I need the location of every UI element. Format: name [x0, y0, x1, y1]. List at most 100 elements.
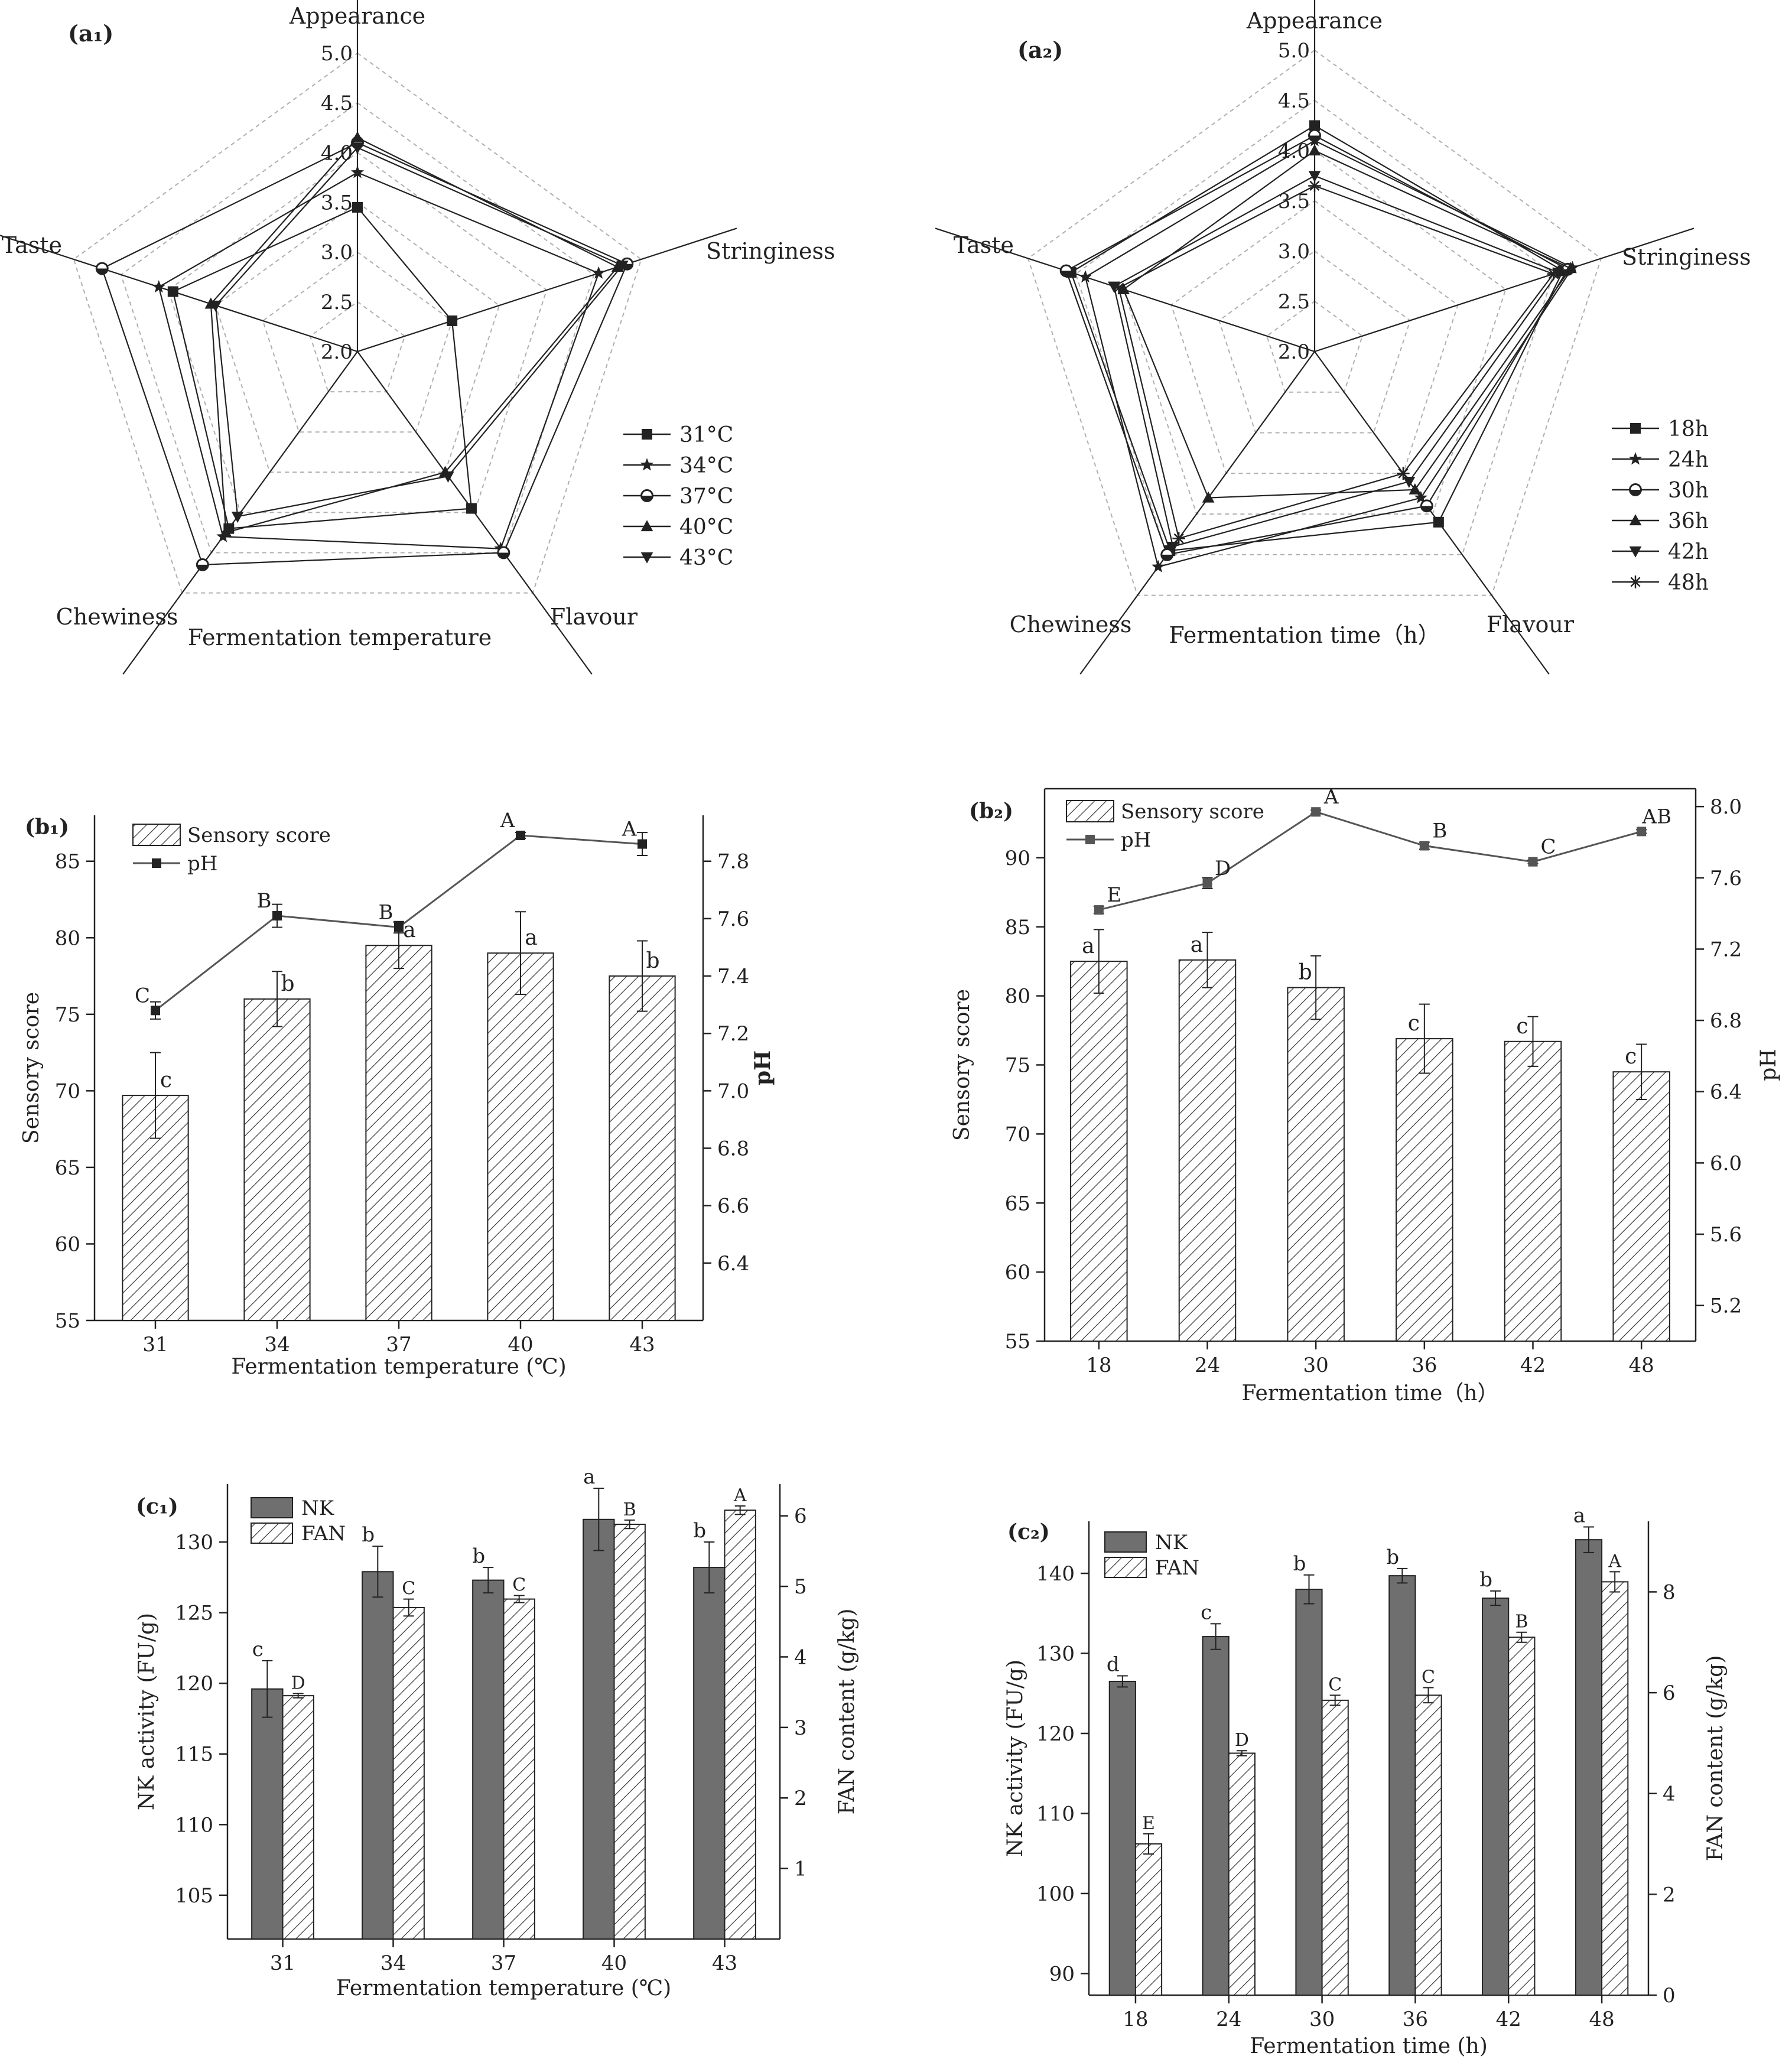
- a1-point-31°C-Flavour: [466, 503, 477, 514]
- a2-series-42h-outline: [1113, 175, 1560, 548]
- a1-point-31°C-Stringiness-shape: [447, 315, 458, 326]
- b2-bar-sensory-24: [1178, 959, 1237, 1342]
- b1-ph-point-31: [151, 1006, 160, 1016]
- a1-legend-marker-31°C-shape: [642, 429, 652, 440]
- b1-left-tick-label: 70: [55, 1079, 80, 1103]
- b2-ph-point-18-shape: [1094, 905, 1104, 915]
- bar-line-panel-b1: 55 60 65 70 75 80 85 6.4 6.6 6.8 7.0 7.2 7.4 7.6 7.8 31…: [19, 809, 775, 1379]
- c1-fan-letter-40: B: [623, 1499, 636, 1520]
- a1-point-34°C-Appearance: [350, 165, 365, 178]
- c1-legend-swatch-fan: [251, 1523, 293, 1544]
- b1-ph-point-34: [272, 911, 282, 921]
- a2-point-30h-Chewiness-half: [1161, 554, 1173, 561]
- b2-ph-letter-24: D: [1215, 857, 1231, 880]
- a1-point-34°C-Taste: [152, 280, 165, 293]
- c2-fan-letter-48: A: [1608, 1551, 1621, 1572]
- b1-bar-sensory-40: [487, 952, 554, 1321]
- a2-point-30h-Appearance: [1308, 129, 1321, 142]
- a2-point-42h-Chewiness: [1166, 541, 1179, 553]
- a2-point-30h-Flavour-half: [1421, 506, 1433, 512]
- a2-point-48h-Chewiness-stroke: [1173, 533, 1184, 544]
- a2-radial-tick: 2.0: [1278, 340, 1310, 364]
- c2-legend-label-fan: FAN: [1155, 1556, 1199, 1580]
- c1-fan-letter-31: D: [291, 1673, 305, 1694]
- a2-legend-marker-42h: [1629, 546, 1642, 558]
- a2-legend-marker-24h-shape: [1628, 452, 1643, 465]
- a1-point-37°C-Flavour: [497, 546, 510, 559]
- b2-bar-letter-48: c: [1625, 1045, 1637, 1069]
- a2-point-36h-Chewiness-shape: [1202, 491, 1215, 503]
- a1-legend-marker-34°C-shape: [640, 458, 654, 471]
- a2-legend-marker-48h: [1629, 575, 1642, 588]
- a1-series-43°C-outline: [214, 147, 624, 518]
- b1-legend-swatch-sensory: [132, 824, 181, 846]
- a2-point-42h-Flavour-shape: [1403, 476, 1416, 488]
- a2-point-24h-Taste-shape: [1078, 270, 1092, 283]
- a1-legend-label-34°C: 34°C: [679, 454, 733, 478]
- b2-left-tick-label: 60: [1005, 1261, 1030, 1284]
- a2-series-48h-outline: [1118, 185, 1554, 539]
- c2-right-tick-label: 2: [1663, 1883, 1676, 1907]
- c2-legend-swatch-fan: [1104, 1557, 1147, 1578]
- bar-line-panel-b2: 55 60 65 70 75 80 85 90 5.2 5.6 6.0 6.4 6.8 7.2 7.6 8.0…: [950, 785, 1781, 1406]
- a2-point-36h-Chewiness: [1202, 491, 1215, 503]
- c2-right-axis-title: FAN content (g/kg): [1703, 1655, 1728, 1862]
- c2-nk-letter-42: b: [1479, 1568, 1492, 1592]
- c1-bar-nk-37: [472, 1579, 505, 1940]
- a2-axis-label-stringiness: Stringiness: [1622, 244, 1751, 270]
- a1-point-37°C-Taste: [95, 262, 109, 275]
- a1-radial-tick: 2.5: [321, 291, 353, 314]
- b1-ph-point-40-shape: [516, 831, 525, 841]
- b1-bar-letter-40: a: [525, 926, 537, 950]
- c2-bar-fan-18: [1134, 1843, 1163, 1996]
- a2-point-18h-Flavour: [1433, 516, 1444, 528]
- b2-bar-sensory-42: [1504, 1040, 1562, 1342]
- b2-x-tick-label-30: 30: [1303, 1354, 1329, 1377]
- a1-point-43°C-Flavour-shape: [442, 471, 454, 483]
- c1-left-tick-label: 110: [175, 1813, 213, 1837]
- a2-series-24h-outline: [1084, 139, 1574, 568]
- a1-point-37°C-Chewiness-half: [197, 564, 209, 571]
- b1-right-tick-label: 7.0: [717, 1079, 749, 1103]
- a1-point-43°C-Appearance-shape: [351, 142, 364, 154]
- a1-point-34°C-Stringiness: [592, 266, 606, 279]
- c1-nk-letter-40: a: [583, 1465, 595, 1489]
- a1-legend-marker-43°C-shape: [640, 552, 653, 564]
- b2-bar-letter-36: c: [1408, 1011, 1420, 1036]
- c1-right-tick-label: 4: [794, 1645, 807, 1669]
- a2-point-24h-Taste: [1078, 270, 1092, 283]
- c2-legend-swatch-nk: [1104, 1531, 1147, 1553]
- c2-left-axis-title: NK activity (FU/g): [1003, 1660, 1027, 1857]
- b1-left-tick-label: 80: [55, 926, 80, 950]
- b1-legend-marker-ph: [152, 858, 161, 868]
- a2-title: Fermentation time（h）: [1169, 622, 1440, 648]
- c2-x-tick-label-36: 36: [1403, 2008, 1428, 2031]
- c1-x-axis-title: Fermentation temperature (℃): [336, 1976, 671, 2000]
- a1-point-31°C-Appearance-shape: [352, 201, 363, 213]
- a2-legend-label-24h: 24h: [1668, 448, 1709, 472]
- b1-ph-letter-34: B: [257, 889, 272, 913]
- c1-fan-letter-37: C: [512, 1575, 526, 1596]
- b2-ph-point-42: [1528, 857, 1538, 867]
- a2-radial-tick: 3.0: [1278, 240, 1310, 263]
- a1-radial-tick: 3.5: [321, 191, 353, 215]
- b2-left-tick-label: 70: [1005, 1123, 1030, 1146]
- a1-legend-marker-43°C: [640, 552, 653, 564]
- b2-left-tick-label: 80: [1005, 985, 1030, 1009]
- b1-ph-point-43-shape: [638, 839, 647, 849]
- b2-ph-point-24-shape: [1202, 878, 1212, 888]
- a1-axis-label-stringiness: Stringiness: [706, 238, 835, 264]
- a2-point-24h-Chewiness: [1152, 559, 1165, 572]
- a1-point-43°C-Flavour: [442, 471, 454, 483]
- c2-bar-fan-24: [1228, 1752, 1256, 1996]
- a1-legend-marker-31°C: [642, 429, 652, 440]
- b2-left-tick-label: 75: [1005, 1054, 1030, 1078]
- c2-right-tick-label: 6: [1663, 1681, 1676, 1705]
- c1-left-tick-label: 105: [175, 1884, 213, 1908]
- a2-spoke: [1079, 351, 1315, 675]
- a2-point-42h-Stringiness: [1552, 267, 1565, 279]
- a2-point-24h-Flavour: [1414, 490, 1427, 503]
- a2-legend-marker-36h-shape: [1629, 514, 1642, 526]
- c2-bar-nk-18: [1108, 1680, 1136, 1996]
